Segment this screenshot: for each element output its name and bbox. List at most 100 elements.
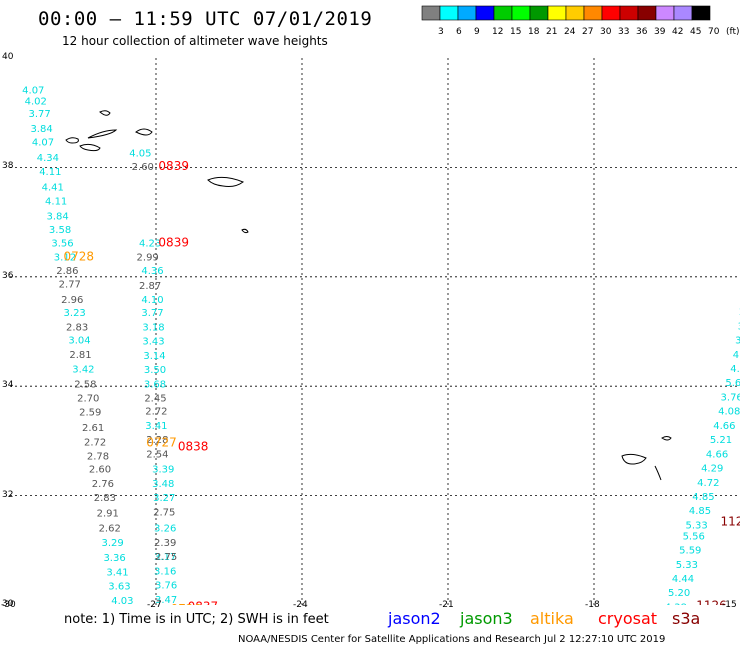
wave-height-label: 3.27 xyxy=(153,493,175,504)
wave-height-label: 3.56 xyxy=(51,239,73,250)
wave-height-label: 4.11 xyxy=(39,167,61,178)
wave-height-label: 2.28 xyxy=(146,435,168,446)
wave-height-label: 4.66 xyxy=(713,421,735,432)
wave-height-label: 2.45 xyxy=(144,394,166,405)
wave-height-label: 2.60 xyxy=(89,465,111,476)
latitude-label: 34 xyxy=(2,380,14,391)
wave-height-label: 3.47 xyxy=(155,595,177,605)
colorbar-label: 30 xyxy=(600,27,612,37)
legend-altika: altika xyxy=(530,609,574,628)
latitude-label: 38 xyxy=(2,161,14,172)
wave-height-label: 3.12 xyxy=(54,252,76,263)
wave-height-label: 3.29 xyxy=(101,538,123,549)
longitude-label: -18 xyxy=(585,600,600,610)
latitude-label: 32 xyxy=(2,489,14,500)
wave-height-label: 2.72 xyxy=(84,437,106,448)
colorbar-label: 70 xyxy=(708,27,720,37)
wave-height-label: 3.23 xyxy=(64,308,86,319)
chart-title: 00:00 – 11:59 UTC 07/01/2019 xyxy=(38,8,373,30)
island-pico xyxy=(79,143,101,152)
island-santa-maria xyxy=(241,228,249,234)
wave-height-label: 2.77 xyxy=(59,280,81,291)
pass-time-label: 0839 xyxy=(158,236,189,250)
wave-height-label: 3.84 xyxy=(47,211,69,222)
wave-height-label: 2.39 xyxy=(154,538,176,549)
wave-height-label: 2.54 xyxy=(146,449,168,460)
colorbar-swatch xyxy=(673,5,693,21)
island-desertas xyxy=(654,465,662,481)
colorbar-swatch xyxy=(421,5,441,21)
colorbar-label: 33 xyxy=(618,27,630,37)
wave-height-label: 2.75 xyxy=(153,507,175,518)
wave-height-label: 3.50 xyxy=(144,365,166,376)
wave-height-label: 3.48 xyxy=(152,479,174,490)
wave-height-label: 4.85 xyxy=(692,492,714,503)
wave-height-label: 2.72 xyxy=(145,407,167,418)
longitude-label: -24 xyxy=(293,600,308,610)
pass-time-label: 0839 xyxy=(158,159,189,173)
wave-height-label: 2.86 xyxy=(56,266,78,277)
wave-height-label: 3.14 xyxy=(143,351,165,362)
wave-height-label: 4.1 xyxy=(733,350,740,361)
colorbar-swatch xyxy=(583,5,603,21)
island-madeira xyxy=(621,453,647,465)
colorbar-label: 36 xyxy=(636,27,648,37)
colorbar-swatch xyxy=(547,5,567,21)
wave-height-label: 5.21 xyxy=(710,435,732,446)
wave-height-label: 3.16 xyxy=(154,566,176,577)
wave-height-label: 3.36 xyxy=(103,553,125,564)
latitude-label: 40 xyxy=(2,52,14,62)
colorbar-swatch xyxy=(493,5,513,21)
pass-time-label: 0837 xyxy=(188,599,219,605)
colorbar-swatch xyxy=(511,5,531,21)
colorbar-swatch xyxy=(529,5,549,21)
colorbar-swatches xyxy=(421,5,711,21)
wave-height-label: 2.62 xyxy=(99,524,121,535)
wave-height-label: 2.75 xyxy=(155,552,177,563)
wave-height-label: 3.41 xyxy=(145,421,167,432)
wave-height-label: 3.77 xyxy=(28,109,50,120)
colorbar-label: 9 xyxy=(474,27,480,37)
wave-height-label: 3.6 xyxy=(735,336,740,347)
latitude-label: 30 xyxy=(2,599,14,609)
wave-height-label: 4.08 xyxy=(718,407,740,418)
colorbar-swatch xyxy=(655,5,675,21)
colorbar-swatch xyxy=(601,5,621,21)
map-background xyxy=(10,58,740,605)
longitude-label: -21 xyxy=(439,600,454,610)
island-outlines xyxy=(65,110,672,481)
altimeter-tracks: 4.074.023.773.844.074.344.114.414.113.84… xyxy=(22,86,740,605)
wave-height-label: 2.87 xyxy=(139,281,161,292)
wave-height-label: 4.66 xyxy=(706,449,728,460)
wave-height-label: 3.84 xyxy=(30,124,52,135)
footnote: note: 1) Time is in UTC; 2) SWH is in fe… xyxy=(64,612,329,627)
colorbar-swatch xyxy=(691,5,711,21)
island-sao-miguel xyxy=(207,176,245,187)
colorbar-swatch xyxy=(637,5,657,21)
wave-height-label: 2.76 xyxy=(92,479,114,490)
pass-time-label: 112 xyxy=(721,515,740,529)
wave-height-label: 2.83 xyxy=(94,493,116,504)
map-area[interactable]: 4.07 4.02 3.77 3.84 4.07 4.34 4.11 4.41 4.11 3.84… xyxy=(10,58,740,605)
colorbar-swatch xyxy=(619,5,639,21)
graticule xyxy=(10,58,740,605)
wave-height-label: 4.07 xyxy=(22,86,44,97)
pass-time-label: 1126 xyxy=(696,598,727,605)
colorbar-label: 27 xyxy=(582,27,594,37)
island-flores xyxy=(99,110,111,116)
wave-height-label: 4.41 xyxy=(42,182,64,193)
wave-height-label: 4.05 xyxy=(129,148,151,159)
wave-height-label: 3.42 xyxy=(72,365,94,376)
colorbar-label: 15 xyxy=(510,27,522,37)
wave-height-label: 3.17 xyxy=(154,552,176,563)
wave-height-label: 3.68 xyxy=(144,379,166,390)
wave-height-label: 2.61 xyxy=(82,423,104,434)
colorbar-swatch xyxy=(457,5,477,21)
longitude-label: -15 xyxy=(722,600,737,610)
wave-height-label: 2.70 xyxy=(77,394,99,405)
pass-time-label: 0726 xyxy=(171,602,202,605)
pass-time-label: 0727 xyxy=(146,435,177,449)
wave-height-colorbar: 3 6 9 12 15 18 21 24 27 30 33 36 39 42 45 70 (ft) xyxy=(420,5,740,37)
island-porto-santo xyxy=(661,436,672,441)
